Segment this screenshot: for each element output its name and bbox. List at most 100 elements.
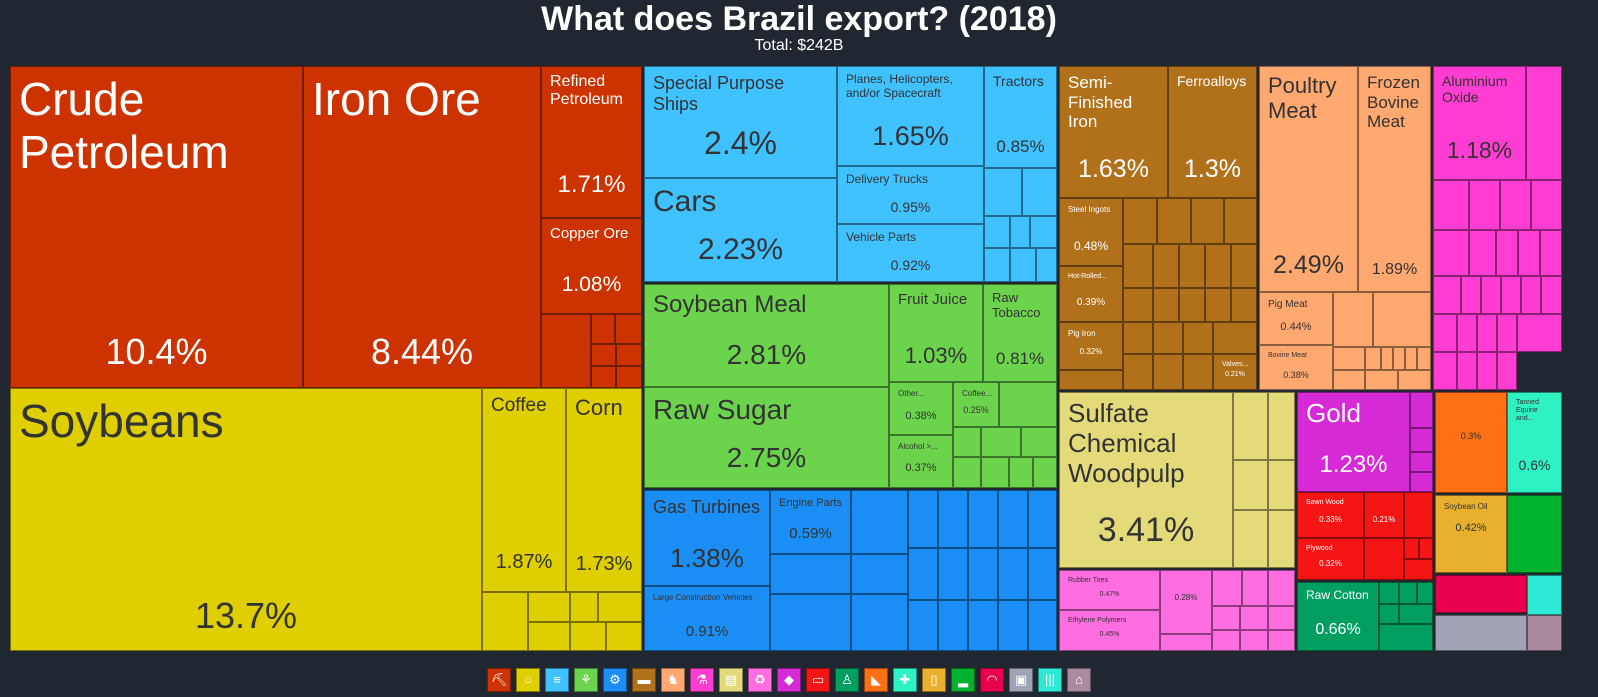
treemap-cell[interactable]	[1059, 370, 1123, 390]
treemap-cell[interactable]	[1212, 570, 1242, 606]
treemap-cell-ferroalloys[interactable]: Ferroalloys 1.3%	[1168, 66, 1257, 198]
treemap-cell-raw-tobacco[interactable]: Raw Tobacco 0.81%	[983, 284, 1057, 382]
treemap-cell-aluminium-oxide[interactable]: Aluminium Oxide 1.18%	[1433, 66, 1526, 180]
foodstuffs-icon[interactable]: ⚘	[574, 668, 598, 692]
treemap-cell[interactable]	[1541, 276, 1562, 314]
treemap-cell[interactable]	[1033, 457, 1057, 488]
plastics-rubbers-icon[interactable]: ♻	[748, 668, 772, 692]
treemap-cell-corn[interactable]: Corn 1.73%	[566, 388, 642, 592]
treemap-cell[interactable]	[1496, 230, 1518, 276]
treemap-cell[interactable]	[1373, 292, 1431, 347]
textiles-icon[interactable]: ♙	[835, 668, 859, 692]
instruments-icon[interactable]: ◠	[980, 668, 1004, 692]
treemap-cell[interactable]	[1526, 66, 1562, 180]
treemap-cell[interactable]	[528, 592, 570, 622]
treemap-cell-special-purpose-ships[interactable]: Special Purpose Ships 2.4%	[644, 66, 837, 178]
treemap-cell[interactable]	[1153, 322, 1183, 354]
treemap-cell[interactable]	[570, 622, 606, 651]
treemap-cell[interactable]: 0.3%	[1435, 392, 1507, 493]
treemap-cell[interactable]	[1233, 510, 1268, 568]
treemap-cell[interactable]	[938, 490, 968, 548]
treemap-cell-raw-sugar[interactable]: Raw Sugar 2.75%	[644, 387, 889, 488]
treemap-cell[interactable]	[616, 366, 642, 388]
treemap-cell[interactable]	[1333, 292, 1373, 347]
treemap-cell[interactable]	[1433, 314, 1457, 352]
paper-goods-icon[interactable]: ▤	[719, 668, 743, 692]
treemap-cell[interactable]	[968, 600, 998, 651]
treemap-cell-steel-ingots[interactable]: Steel Ingots 0.48%	[1059, 198, 1123, 266]
treemap-cell[interactable]	[1028, 490, 1057, 548]
treemap-cell[interactable]	[1399, 582, 1417, 604]
treemap-cell[interactable]	[1518, 230, 1540, 276]
treemap-cell[interactable]	[1365, 370, 1398, 390]
treemap-cell[interactable]	[528, 622, 570, 651]
treemap-cell-tractors[interactable]: Tractors 0.85%	[984, 66, 1057, 168]
treemap-cell[interactable]	[1477, 352, 1497, 390]
treemap-cell[interactable]	[1010, 248, 1036, 282]
treemap-cell[interactable]	[1021, 427, 1057, 457]
treemap-cell[interactable]	[591, 366, 616, 388]
treemap-cell[interactable]	[981, 427, 1021, 457]
treemap-cell-crude-petroleum[interactable]: Crude Petroleum 10.4%	[10, 66, 303, 388]
treemap-cell[interactable]	[1457, 352, 1477, 390]
precious-metals-icon[interactable]: ◆	[777, 668, 801, 692]
treemap-cell[interactable]	[1010, 216, 1030, 248]
treemap-cell[interactable]	[1212, 630, 1240, 651]
treemap-cell[interactable]	[1410, 392, 1433, 428]
treemap-cell[interactable]	[1500, 180, 1531, 230]
treemap-cell[interactable]	[1435, 615, 1527, 651]
treemap-cell[interactable]	[615, 314, 642, 344]
treemap-cell[interactable]	[1183, 354, 1213, 390]
treemap-cell-soybean-oil[interactable]: Soybean Oil 0.42%	[1435, 495, 1507, 573]
treemap-cell[interactable]	[998, 490, 1028, 548]
treemap-cell[interactable]	[1123, 244, 1153, 288]
treemap-cell[interactable]	[616, 344, 642, 366]
treemap-cell[interactable]	[1531, 180, 1562, 230]
treemap-cell[interactable]	[1433, 352, 1457, 390]
treemap-cell[interactable]	[984, 216, 1010, 248]
treemap-cell-large-construction-vehicles[interactable]: Large Construction Vehicles 0.91%	[644, 586, 770, 651]
treemap-cell[interactable]	[1205, 288, 1231, 322]
stone-and-glass-icon[interactable]: ▯	[922, 668, 946, 692]
treemap-cell[interactable]	[1433, 276, 1461, 314]
treemap-cell[interactable]	[1379, 582, 1399, 604]
treemap-cell[interactable]	[1224, 198, 1257, 244]
animal-products-icon[interactable]: ♞	[661, 668, 685, 692]
treemap-cell[interactable]	[908, 548, 938, 600]
animal-hides-icon[interactable]: ✚	[893, 668, 917, 692]
treemap-cell[interactable]	[770, 594, 851, 651]
wood-products-icon[interactable]: ▭	[806, 668, 830, 692]
treemap-cell[interactable]	[1231, 288, 1257, 322]
treemap-cell[interactable]	[1333, 370, 1365, 390]
treemap-cell[interactable]	[1433, 230, 1469, 276]
treemap-cell[interactable]	[1365, 347, 1381, 370]
treemap-cell[interactable]: 0.28%	[1160, 570, 1212, 634]
treemap-cell[interactable]	[1521, 276, 1541, 314]
treemap-cell[interactable]	[851, 490, 908, 554]
treemap-cell-ethylene-polymers[interactable]: Ethylene Polymers 0.45%	[1059, 610, 1160, 651]
treemap-cell[interactable]	[938, 600, 968, 651]
treemap-cell-engine-parts[interactable]: Engine Parts 0.59%	[770, 490, 851, 554]
treemap-cell[interactable]	[1497, 314, 1517, 352]
treemap-cell-gas-turbines[interactable]: Gas Turbines 1.38%	[644, 490, 770, 586]
treemap-cell[interactable]	[1417, 347, 1431, 370]
treemap-cell[interactable]	[1240, 630, 1268, 651]
treemap-cell[interactable]	[908, 600, 938, 651]
treemap-cell[interactable]	[938, 548, 968, 600]
treemap-cell[interactable]	[1399, 604, 1433, 624]
treemap-cell[interactable]	[570, 592, 598, 622]
treemap-cell[interactable]	[1417, 582, 1433, 604]
treemap-cell[interactable]	[1393, 347, 1405, 370]
treemap-cell[interactable]	[1404, 538, 1419, 559]
treemap-cell[interactable]	[968, 490, 998, 548]
treemap-cell[interactable]	[1410, 428, 1433, 452]
treemap-cell[interactable]	[1036, 248, 1057, 282]
miscellaneous-icon[interactable]: ▣	[1009, 668, 1033, 692]
treemap-cell[interactable]	[1405, 347, 1417, 370]
treemap-cell-sulfate-chemical-woodpulp[interactable]: Sulfate Chemical Woodpulp 3.41%	[1059, 392, 1233, 568]
treemap-cell[interactable]	[1153, 354, 1183, 390]
treemap-cell[interactable]	[1507, 495, 1562, 573]
treemap-cell[interactable]	[1398, 370, 1431, 390]
treemap-cell-fruit-juice[interactable]: Fruit Juice 1.03%	[889, 284, 983, 382]
treemap-cell[interactable]	[1381, 347, 1393, 370]
